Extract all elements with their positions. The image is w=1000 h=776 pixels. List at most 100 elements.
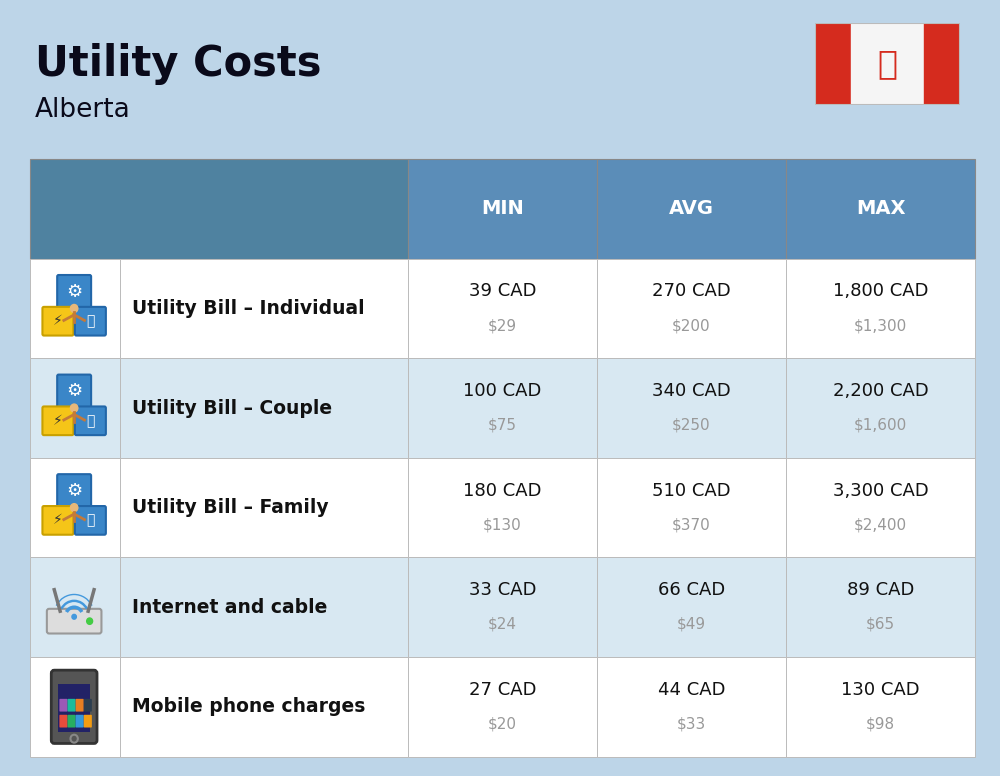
FancyBboxPatch shape	[408, 359, 597, 458]
FancyBboxPatch shape	[408, 657, 597, 757]
Text: 340 CAD: 340 CAD	[652, 382, 731, 400]
Text: $250: $250	[672, 417, 711, 432]
Text: $200: $200	[672, 318, 711, 333]
Text: 180 CAD: 180 CAD	[463, 482, 542, 500]
Text: $49: $49	[677, 617, 706, 632]
Text: 💧: 💧	[86, 414, 95, 428]
FancyBboxPatch shape	[786, 258, 975, 359]
Text: Utility Bill – Couple: Utility Bill – Couple	[132, 399, 332, 417]
FancyBboxPatch shape	[42, 307, 73, 335]
Circle shape	[87, 618, 93, 625]
Text: ⚡: ⚡	[53, 514, 63, 528]
FancyBboxPatch shape	[786, 657, 975, 757]
Text: $65: $65	[866, 617, 895, 632]
FancyBboxPatch shape	[75, 407, 106, 435]
Text: 1,800 CAD: 1,800 CAD	[833, 282, 928, 300]
Bar	[851, 23, 924, 105]
Text: 100 CAD: 100 CAD	[463, 382, 542, 400]
Text: Alberta: Alberta	[35, 97, 131, 123]
Text: MIN: MIN	[481, 199, 524, 218]
Text: 510 CAD: 510 CAD	[652, 482, 731, 500]
FancyBboxPatch shape	[120, 657, 408, 757]
Text: ⚡: ⚡	[53, 414, 63, 428]
Text: $1,600: $1,600	[854, 417, 907, 432]
FancyBboxPatch shape	[57, 375, 91, 408]
Text: $75: $75	[488, 417, 517, 432]
FancyBboxPatch shape	[408, 258, 597, 359]
Bar	[815, 23, 851, 105]
FancyBboxPatch shape	[408, 458, 597, 557]
Text: 39 CAD: 39 CAD	[469, 282, 536, 300]
FancyBboxPatch shape	[57, 275, 91, 308]
Text: Mobile phone charges: Mobile phone charges	[132, 698, 365, 716]
FancyBboxPatch shape	[597, 159, 786, 258]
FancyBboxPatch shape	[75, 307, 106, 335]
Text: Utility Bill – Family: Utility Bill – Family	[132, 498, 328, 517]
FancyBboxPatch shape	[30, 258, 120, 359]
Text: ⚡: ⚡	[53, 314, 63, 328]
Text: 44 CAD: 44 CAD	[658, 681, 725, 698]
Circle shape	[70, 504, 78, 511]
Text: Utility Costs: Utility Costs	[35, 43, 322, 85]
FancyBboxPatch shape	[786, 557, 975, 657]
Text: $1,300: $1,300	[854, 318, 907, 333]
Text: Utility Bill – Individual: Utility Bill – Individual	[132, 299, 364, 318]
FancyBboxPatch shape	[76, 699, 84, 712]
FancyBboxPatch shape	[408, 159, 597, 258]
FancyBboxPatch shape	[68, 699, 76, 712]
FancyBboxPatch shape	[408, 557, 597, 657]
Text: ⚙: ⚙	[66, 383, 82, 400]
Text: 89 CAD: 89 CAD	[847, 581, 914, 599]
FancyBboxPatch shape	[597, 657, 786, 757]
Text: 130 CAD: 130 CAD	[841, 681, 920, 698]
Text: 🍁: 🍁	[878, 47, 898, 80]
FancyBboxPatch shape	[597, 458, 786, 557]
FancyBboxPatch shape	[84, 715, 92, 728]
FancyBboxPatch shape	[30, 359, 120, 458]
FancyBboxPatch shape	[786, 458, 975, 557]
FancyBboxPatch shape	[42, 407, 73, 435]
FancyBboxPatch shape	[58, 684, 90, 733]
Text: 2,200 CAD: 2,200 CAD	[833, 382, 928, 400]
Text: ⚙: ⚙	[66, 482, 82, 500]
FancyBboxPatch shape	[597, 359, 786, 458]
Text: ⚙: ⚙	[66, 282, 82, 301]
FancyBboxPatch shape	[76, 715, 84, 728]
FancyBboxPatch shape	[120, 258, 408, 359]
FancyBboxPatch shape	[120, 557, 408, 657]
Bar	[924, 23, 960, 105]
Text: $2,400: $2,400	[854, 518, 907, 532]
FancyBboxPatch shape	[597, 258, 786, 359]
FancyBboxPatch shape	[59, 715, 68, 728]
FancyBboxPatch shape	[68, 715, 76, 728]
Text: 33 CAD: 33 CAD	[469, 581, 536, 599]
FancyBboxPatch shape	[120, 359, 408, 458]
FancyBboxPatch shape	[30, 557, 120, 657]
Text: 270 CAD: 270 CAD	[652, 282, 731, 300]
Text: $33: $33	[677, 716, 706, 731]
FancyBboxPatch shape	[47, 609, 101, 633]
Text: $370: $370	[672, 518, 711, 532]
Text: 💧: 💧	[86, 514, 95, 528]
Text: MAX: MAX	[856, 199, 905, 218]
FancyBboxPatch shape	[30, 657, 120, 757]
FancyBboxPatch shape	[84, 699, 92, 712]
Text: $29: $29	[488, 318, 517, 333]
FancyBboxPatch shape	[75, 506, 106, 535]
Text: 💧: 💧	[86, 314, 95, 328]
Text: Internet and cable: Internet and cable	[132, 598, 327, 617]
FancyBboxPatch shape	[59, 699, 68, 712]
FancyBboxPatch shape	[120, 458, 408, 557]
FancyBboxPatch shape	[42, 506, 73, 535]
FancyBboxPatch shape	[30, 159, 408, 258]
Text: 3,300 CAD: 3,300 CAD	[833, 482, 928, 500]
Circle shape	[70, 404, 78, 412]
Text: AVG: AVG	[669, 199, 714, 218]
Text: $98: $98	[866, 716, 895, 731]
Circle shape	[70, 304, 78, 313]
FancyBboxPatch shape	[786, 159, 975, 258]
FancyBboxPatch shape	[51, 670, 97, 743]
Circle shape	[72, 615, 76, 619]
FancyBboxPatch shape	[786, 359, 975, 458]
Text: $24: $24	[488, 617, 517, 632]
